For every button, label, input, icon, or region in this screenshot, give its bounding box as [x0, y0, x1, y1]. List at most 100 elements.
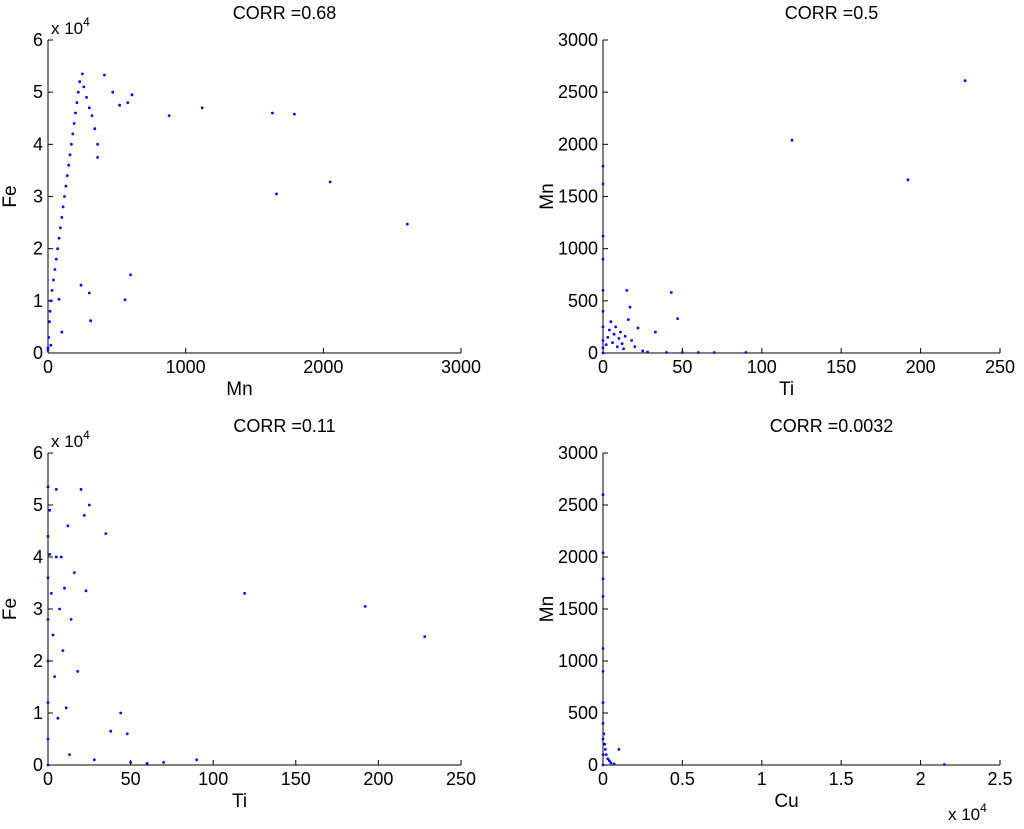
panel-3-data-point [61, 649, 65, 652]
panel-1-data-point [293, 112, 296, 116]
panel-4-data-point [608, 759, 611, 763]
panel-1-data-point [67, 163, 71, 167]
panel-2-data-point [636, 326, 640, 330]
panel-1-data-point [48, 309, 52, 313]
panel-mn-vs-cu: 0 0.5 1 1.5 2 2.5 0 500 1000 1500 2000 2500 3000 COR… [537, 416, 1013, 824]
panel-3-data-point [63, 586, 66, 590]
panel-3-data-point [56, 716, 60, 720]
panel-3-x-tick-label: 100 [198, 769, 228, 789]
panel-1-data-point [89, 319, 93, 323]
panel-1-data-point [93, 127, 97, 131]
panel-1-data-point [56, 247, 59, 251]
panel-4-data-point [604, 748, 607, 751]
panel-1-data-point [72, 122, 76, 125]
panel-3-title: CORR =0.11 [233, 416, 335, 436]
panel-3-data-point [69, 618, 73, 621]
panel-3-data-point [423, 635, 427, 638]
panel-4-y-tick-label: 2500 [558, 495, 598, 515]
panel-4-data-point [601, 577, 605, 581]
panel-3-data-point [162, 761, 166, 764]
panel-4-y-tick-label: 500 [568, 703, 598, 723]
panel-1-data-point [96, 156, 99, 159]
panel-3-data-point [119, 711, 123, 715]
panel-4-data-point [601, 763, 605, 767]
panel-3-data-point [125, 732, 129, 736]
panel-4-data-point [604, 753, 608, 756]
panel-1-y-tick-label: 6 [33, 30, 43, 50]
panel-1-data-point [81, 72, 84, 76]
panel-3-x-tick-label: 150 [281, 769, 311, 789]
panel-1-data-point [85, 96, 88, 99]
panel-4-data-point [601, 753, 605, 756]
panel-3-x-axis-label: Ti [232, 791, 247, 812]
panel-2-data-point [712, 351, 716, 354]
panel-2-data-point [790, 138, 794, 142]
panel-1-x-tick-label: 1000 [166, 357, 206, 377]
panel-2-x-axis-label: Ti [779, 379, 794, 400]
panel-1-data-point [60, 330, 64, 334]
panel-4-data-point [601, 647, 605, 650]
panel-2-title: CORR =0.5 [785, 3, 879, 23]
panel-1-data-point [68, 153, 72, 157]
panel-4-y-tick-label: 1500 [558, 599, 598, 619]
panel-4-data-point [602, 732, 606, 736]
panel-3-data-point [51, 633, 55, 637]
panel-2-data-point [641, 349, 645, 353]
panel-3-y-multiplier: x 104 [51, 428, 90, 451]
panel-3-data-point [195, 758, 199, 762]
panel-3-data-point [84, 589, 88, 593]
panel-2-data-point [601, 346, 605, 350]
panel-3-y-tick-label: 4 [33, 547, 43, 567]
panel-3-data-point [363, 605, 367, 608]
panel-2-data-point [601, 351, 605, 355]
panel-3-data-point [145, 762, 149, 765]
panel-4-data-point [601, 551, 605, 555]
panel-4-data-point [609, 761, 613, 765]
panel-1-y-axis-label: Fe [0, 185, 21, 207]
panel-3-data-point [46, 485, 50, 489]
panel-4-data-point [601, 737, 605, 741]
panel-2-data-point [611, 341, 614, 344]
panel-2-y-tick-label: 3000 [558, 30, 598, 50]
panel-3-x-tick-label: 250 [446, 769, 476, 789]
panel-3-data-point [49, 592, 53, 595]
panel-1-title: CORR =0.68 [233, 3, 337, 23]
panel-3-y-tick-label: 3 [33, 599, 43, 619]
panel-3-y-multiplier-base: x 10 [51, 432, 83, 451]
panel-2-data-point [601, 164, 605, 168]
panel-2-y-tick-label: 500 [568, 291, 598, 311]
panel-4-data-point [601, 670, 605, 673]
panel-3-data-point [104, 532, 108, 535]
panel-3-data-point [82, 514, 86, 517]
panel-2-x-tick-label: 100 [747, 357, 777, 377]
panel-3-x-tick-label: 200 [363, 769, 393, 789]
panel-1-data-point [60, 216, 64, 219]
panel-1-data-point [63, 195, 66, 198]
panel-2-x-tick-label: 0 [598, 357, 608, 377]
panel-1-x-axis-label: Mn [226, 379, 252, 400]
panel-4-y-tick-label: 0 [588, 755, 598, 775]
panel-2-data-point [744, 351, 748, 354]
panel-1-data-point [49, 343, 53, 347]
panel-4-data-point [943, 763, 946, 766]
panel-1-data-point [123, 298, 127, 302]
panel-3-y-tick-label: 0 [33, 755, 43, 775]
panel-3-x-tick-label: 50 [121, 769, 141, 789]
panel-2-data-point [627, 318, 630, 321]
panel-2-data-point [676, 317, 679, 320]
panel-3-data-point [58, 607, 61, 611]
panel-4-x-axis-label: Cu [774, 791, 798, 812]
panel-3-data-point [54, 488, 58, 491]
panel-1-data-point [103, 73, 106, 77]
panel-4-data-point [601, 722, 605, 725]
panel-2-y-tick-label: 2500 [558, 82, 598, 102]
panel-3-data-point [109, 729, 113, 733]
panel-1-data-point [126, 101, 130, 104]
panel-1-data-point [118, 103, 121, 107]
panel-4-y-tick-label: 3000 [558, 443, 598, 463]
panel-3-data-point [53, 675, 56, 678]
panel-3-data-point [46, 763, 50, 767]
panel-2-y-tick-label: 1500 [558, 187, 598, 207]
